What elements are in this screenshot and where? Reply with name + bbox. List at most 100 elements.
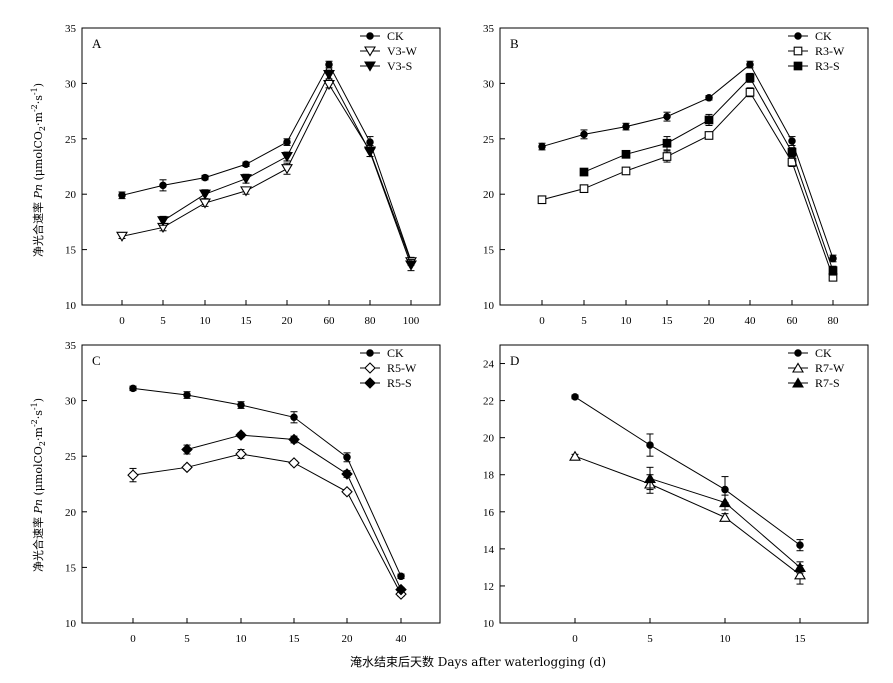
series-ck	[118, 60, 415, 265]
series-line	[121, 83, 412, 262]
series-r3-s	[579, 72, 838, 276]
panel-b-frame	[499, 27, 869, 306]
legend-entry: CK	[788, 346, 832, 360]
data-point	[705, 94, 713, 102]
x-tick-label: 15	[795, 633, 807, 645]
legend-marker	[793, 61, 803, 71]
panel-label: A	[92, 36, 102, 51]
panel-a-frame	[81, 27, 441, 306]
x-tick-label: 5	[184, 633, 190, 645]
data-point	[364, 147, 376, 158]
legend-marker	[793, 46, 803, 56]
data-point	[159, 181, 167, 190]
legend-marker	[366, 349, 374, 357]
data-point	[662, 152, 672, 161]
data-point	[663, 112, 671, 121]
x-tick-label: 5	[581, 315, 587, 327]
y-tick-label: 25	[65, 134, 77, 146]
legend-entry: R5-W	[360, 361, 417, 375]
x-tick-label: 40	[745, 315, 757, 327]
legend-label: R5-S	[387, 376, 412, 390]
data-point	[571, 393, 579, 401]
y-tick-label: 20	[65, 189, 77, 201]
legend-marker	[364, 46, 376, 57]
data-point	[788, 137, 796, 145]
legend-label: CK	[387, 29, 404, 43]
data-point	[704, 131, 714, 140]
legend-entry: CK	[788, 29, 832, 43]
legend-marker	[794, 32, 802, 40]
legend-entry: CK	[360, 29, 404, 43]
legend-entry: R3-S	[788, 59, 840, 73]
data-point	[341, 486, 353, 498]
y-tick-label: 10	[65, 618, 77, 630]
legend-entry: CK	[360, 346, 404, 360]
series-r7-w	[569, 450, 806, 585]
data-point	[181, 461, 193, 474]
y-axis-label-top: 净光合速率 Pn (μmolCO2·m-2·s-1)	[30, 83, 47, 257]
data-point	[129, 384, 137, 393]
legend-label: V3-W	[387, 44, 418, 58]
series-line	[574, 455, 801, 576]
x-tick-label: 80	[365, 315, 377, 327]
data-point	[181, 443, 193, 456]
x-axis-label: 淹水结束后天数 Days after waterlogging (d)	[350, 654, 606, 669]
panel-label: D	[510, 353, 519, 368]
data-point	[242, 160, 250, 169]
series-line	[541, 91, 834, 278]
legend-marker	[792, 377, 804, 388]
x-tick-label: 0	[539, 315, 545, 327]
y-tick-label: 10	[483, 618, 495, 630]
series-line	[574, 396, 801, 546]
series-line	[132, 387, 402, 577]
data-point	[405, 260, 417, 271]
y-tick-label: 35	[65, 340, 77, 352]
y-tick-label: 30	[483, 78, 495, 90]
data-point	[235, 429, 247, 441]
data-point	[127, 469, 139, 481]
legend-label: R7-W	[815, 361, 845, 375]
data-point	[580, 130, 588, 139]
y-tick-label: 22	[483, 396, 494, 408]
series-line	[121, 63, 412, 261]
x-tick-label: 100	[403, 315, 420, 327]
data-point	[721, 485, 729, 494]
series-r5-w	[127, 448, 407, 600]
x-tick-label: 60	[787, 315, 799, 327]
panel-label: C	[92, 353, 101, 368]
legend-marker	[364, 362, 376, 374]
data-point	[341, 468, 353, 480]
legend-label: CK	[387, 346, 404, 360]
data-point	[745, 73, 755, 83]
legend-label: R3-W	[815, 44, 845, 58]
y-tick-label: 15	[483, 245, 495, 257]
legend-entry: R3-W	[788, 44, 845, 58]
data-point	[796, 541, 804, 549]
data-point	[325, 60, 333, 69]
data-point	[828, 266, 838, 276]
x-tick-label: 0	[130, 633, 136, 645]
y-tick-label: 15	[65, 245, 77, 257]
panel-c-frame	[81, 344, 441, 624]
data-point	[290, 413, 298, 422]
x-tick-label: 10	[621, 315, 633, 327]
data-point	[283, 138, 291, 146]
series-line	[132, 453, 402, 595]
legend-label: CK	[815, 346, 832, 360]
x-tick-label: 5	[160, 315, 166, 327]
data-point	[235, 448, 247, 460]
x-tick-label: 60	[324, 315, 336, 327]
data-point	[288, 433, 300, 446]
y-tick-label: 14	[483, 544, 495, 556]
data-point	[199, 189, 211, 200]
panel-d-frame	[499, 344, 869, 624]
legend-label: R5-W	[387, 361, 417, 375]
x-tick-label: 80	[828, 315, 840, 327]
legend-marker	[366, 32, 374, 40]
legend-label: R3-S	[815, 59, 840, 73]
data-point	[343, 453, 351, 462]
data-point	[538, 142, 546, 151]
data-point	[646, 441, 654, 449]
